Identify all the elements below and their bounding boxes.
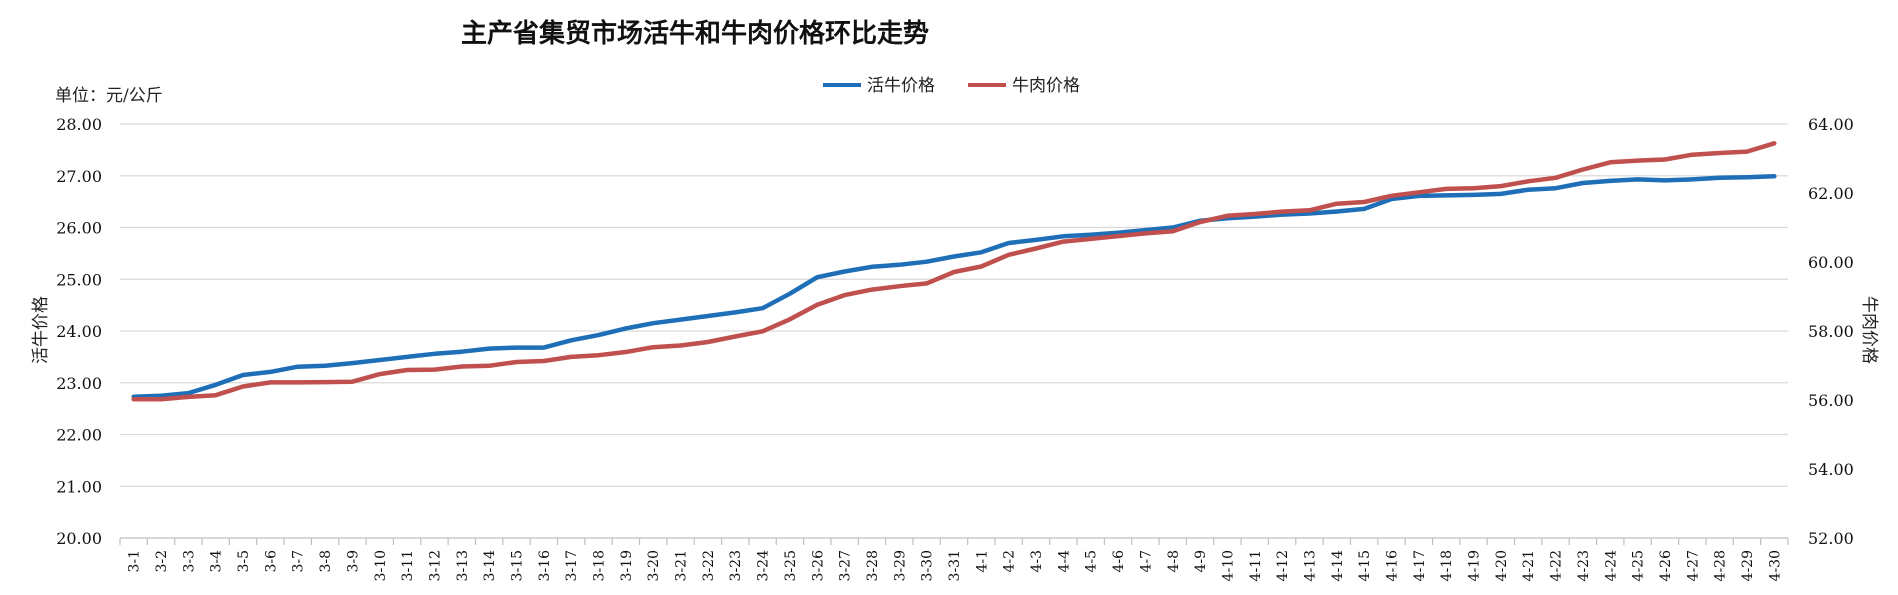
x-tick-label: 3-6 <box>263 550 279 573</box>
x-tick-label: 3-3 <box>181 550 197 573</box>
x-tick-label: 3-25 <box>783 550 799 581</box>
x-tick-label: 4-21 <box>1521 550 1537 581</box>
x-tick-label: 4-16 <box>1385 550 1401 582</box>
x-tick-label: 3-24 <box>756 550 772 582</box>
x-tick-label: 4-11 <box>1248 550 1264 581</box>
unit-label: 单位：元/公斤 <box>55 86 163 106</box>
left-tick-label: 22.00 <box>56 426 102 445</box>
x-tick-label: 4-7 <box>1138 550 1154 573</box>
x-tick-label: 3-12 <box>427 550 443 581</box>
x-tick-label: 3-11 <box>400 550 416 581</box>
x-tick-label: 4-12 <box>1275 550 1291 581</box>
x-tick-label: 4-13 <box>1302 550 1318 581</box>
right-tick-label: 62.00 <box>1808 184 1854 203</box>
chart-title: 主产省集贸市场活牛和牛肉价格环比走势 <box>461 18 929 49</box>
left-tick-label: 21.00 <box>56 477 102 496</box>
x-tick-label: 3-26 <box>810 550 826 582</box>
x-tick-label: 3-17 <box>564 550 580 581</box>
right-tick-label: 52.00 <box>1808 529 1854 548</box>
x-tick-label: 4-2 <box>1002 550 1018 573</box>
x-tick-label: 4-9 <box>1193 550 1209 573</box>
x-tick-label: 3-10 <box>373 550 389 581</box>
x-tick-label: 4-24 <box>1603 550 1619 582</box>
x-tick-label: 4-10 <box>1220 550 1236 581</box>
x-tick-label: 4-5 <box>1084 550 1100 573</box>
x-tick-label: 3-14 <box>482 550 498 582</box>
x-tick-label: 4-23 <box>1576 550 1592 581</box>
x-tick-label: 3-30 <box>920 550 936 581</box>
x-tick-label: 3-4 <box>209 550 225 573</box>
x-tick-label: 4-18 <box>1439 550 1455 581</box>
right-tick-label: 58.00 <box>1808 322 1854 341</box>
x-tick-label: 3-15 <box>509 550 525 581</box>
x-tick-label: 4-3 <box>1029 550 1045 573</box>
x-tick-label: 3-29 <box>892 550 908 581</box>
x-tick-label: 4-20 <box>1494 550 1510 581</box>
right-tick-label: 60.00 <box>1808 253 1854 272</box>
x-tick-label: 4-15 <box>1357 550 1373 581</box>
x-tick-label: 3-18 <box>592 550 608 581</box>
gridlines <box>120 123 1788 539</box>
x-tick-label: 3-21 <box>674 550 690 581</box>
x-tick-label: 4-1 <box>974 550 990 573</box>
left-tick-label: 24.00 <box>56 322 102 341</box>
left-tick-label: 25.00 <box>56 270 102 289</box>
x-tick-label: 4-29 <box>1740 550 1756 581</box>
x-tick-label: 3-23 <box>728 550 744 581</box>
series-lines <box>131 141 1777 402</box>
x-tick-label: 4-28 <box>1713 550 1729 581</box>
x-tick-label: 4-6 <box>1111 550 1127 573</box>
legend: 活牛价格 牛肉价格 <box>823 76 1080 96</box>
x-tick-label: 3-5 <box>236 550 252 573</box>
x-tick-label: 4-25 <box>1631 550 1647 581</box>
x-tick-label: 3-13 <box>455 550 471 581</box>
x-tick-label: 4-8 <box>1166 550 1182 573</box>
series-line-beef <box>131 141 1777 402</box>
legend-label-live-cattle: 活牛价格 <box>867 76 935 96</box>
x-tick-label: 3-2 <box>154 550 170 573</box>
x-tick-label: 4-30 <box>1767 550 1783 581</box>
left-tick-label: 23.00 <box>56 374 102 393</box>
x-tick-label: 4-17 <box>1412 550 1428 581</box>
right-axis-ticks: 52.00 54.00 56.00 58.00 60.00 62.00 64.00 <box>1808 115 1854 548</box>
x-tick-label: 4-14 <box>1330 550 1346 582</box>
x-tick-label: 4-27 <box>1685 550 1701 581</box>
x-axis: 3-1 3-2 3-3 3-4 3-5 3-6 3-7 3-8 3-9 3-10 3-11 3-12 3… <box>119 538 1789 582</box>
x-tick-label: 3-8 <box>318 550 334 573</box>
x-tick-label: 3-7 <box>291 550 307 573</box>
x-tick-label: 4-4 <box>1056 550 1072 573</box>
x-tick-label: 3-9 <box>345 550 361 573</box>
x-tick-label: 3-19 <box>619 550 635 581</box>
x-tick-label: 3-28 <box>865 550 881 581</box>
left-tick-label: 28.00 <box>56 115 102 134</box>
right-axis-label: 牛肉价格 <box>1859 296 1879 364</box>
x-tick-label: 3-1 <box>127 550 143 573</box>
left-axis-label: 活牛价格 <box>31 296 51 364</box>
x-tick-label: 3-27 <box>838 550 854 581</box>
x-tick-label: 3-31 <box>947 550 963 581</box>
x-tick-label: 4-22 <box>1549 550 1565 581</box>
right-tick-label: 64.00 <box>1808 115 1854 134</box>
x-tick-label: 4-19 <box>1467 550 1483 581</box>
legend-label-beef: 牛肉价格 <box>1012 76 1080 96</box>
left-tick-label: 27.00 <box>56 167 102 186</box>
series-line-live-cattle <box>131 174 1777 399</box>
x-tick-label: 3-16 <box>537 550 553 582</box>
left-tick-label: 26.00 <box>56 219 102 238</box>
x-tick-label: 3-20 <box>646 550 662 581</box>
x-tick-label: 3-22 <box>701 550 717 581</box>
left-axis-ticks: 20.00 21.00 22.00 23.00 24.00 25.00 26.00 27.00… <box>56 115 102 548</box>
right-tick-label: 54.00 <box>1808 460 1854 479</box>
left-tick-label: 20.00 <box>56 529 102 548</box>
x-tick-label: 4-26 <box>1658 550 1674 582</box>
right-tick-label: 56.00 <box>1808 391 1854 410</box>
